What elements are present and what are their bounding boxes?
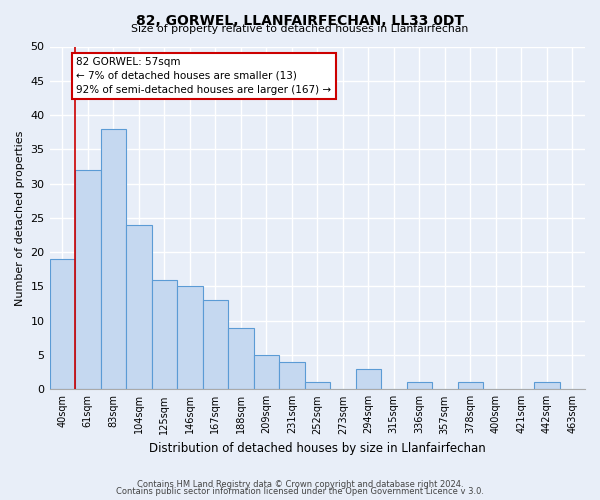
Text: 82 GORWEL: 57sqm
← 7% of detached houses are smaller (13)
92% of semi-detached h: 82 GORWEL: 57sqm ← 7% of detached houses… [76,57,331,95]
X-axis label: Distribution of detached houses by size in Llanfairfechan: Distribution of detached houses by size … [149,442,485,455]
Bar [279,362,305,390]
Bar [356,368,381,390]
Bar [50,259,75,390]
Bar [407,382,432,390]
Bar [101,129,126,390]
Bar [305,382,330,390]
Bar [534,382,560,390]
Y-axis label: Number of detached properties: Number of detached properties [15,130,25,306]
Bar [177,286,203,390]
Text: Size of property relative to detached houses in Llanfairfechan: Size of property relative to detached ho… [131,24,469,34]
Bar [254,355,279,390]
Text: Contains public sector information licensed under the Open Government Licence v : Contains public sector information licen… [116,487,484,496]
Text: Contains HM Land Registry data © Crown copyright and database right 2024.: Contains HM Land Registry data © Crown c… [137,480,463,489]
Bar [152,280,177,390]
Bar [203,300,228,390]
Text: 82, GORWEL, LLANFAIRFECHAN, LL33 0DT: 82, GORWEL, LLANFAIRFECHAN, LL33 0DT [136,14,464,28]
Bar [458,382,483,390]
Bar [75,170,101,390]
Bar [126,225,152,390]
Bar [228,328,254,390]
